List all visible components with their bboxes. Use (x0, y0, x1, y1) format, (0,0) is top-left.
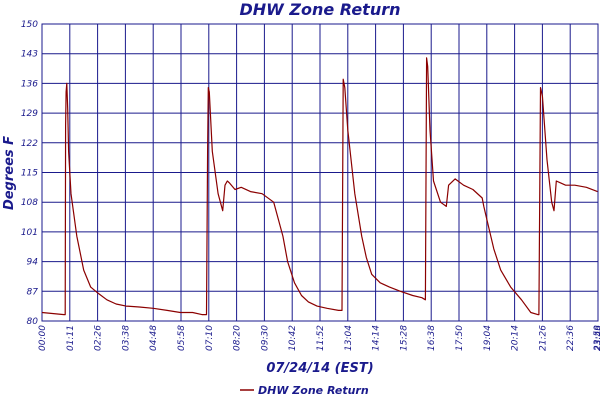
grid-layer (42, 23, 599, 322)
y-tick-label: 94 (27, 258, 39, 268)
x-tick-label: 21:26 (538, 325, 548, 351)
x-tick-label: 17:50 (455, 325, 465, 351)
x-tick-label: 03:38 (121, 325, 131, 351)
x-tick-label: 09:30 (260, 325, 270, 351)
y-tick-label: 136 (21, 79, 38, 89)
legend-entry: DHW Zone Return (258, 384, 369, 397)
x-tick-label: 05:58 (177, 325, 187, 351)
x-tick-label: 11:52 (316, 325, 326, 351)
y-tick-label: 108 (21, 198, 38, 208)
x-tick-label: 16:38 (427, 325, 437, 351)
x-tick-labels: 00:00 01:11 02:26 03:38 04:48 05:58 07:10 08:20… (38, 325, 600, 351)
x-tick-label: 00:00 (38, 325, 48, 351)
chart-title: DHW Zone Return (240, 0, 401, 19)
x-tick-label: 01:11 (66, 325, 76, 351)
x-tick-label: 22:36 (566, 325, 576, 351)
x-tick-label: 20:14 (511, 325, 521, 351)
x-tick-label: 19:04 (483, 325, 493, 351)
y-tick-label: 150 (21, 20, 38, 30)
x-tick-label: 15:28 (399, 325, 409, 351)
x-axis-title: 07/24/14 (EST) (266, 361, 373, 376)
y-tick-label: 143 (21, 50, 38, 60)
y-tick-label: 87 (27, 287, 39, 297)
y-tick-label: 80 (27, 317, 39, 327)
y-tick-label: 115 (21, 169, 38, 179)
y-tick-label: 122 (21, 139, 38, 149)
y-tick-label: 129 (21, 109, 38, 119)
series-line-dhw-zone-return (41, 57, 598, 316)
x-tick-label: 08:20 (233, 325, 243, 351)
x-tick-label: 14:14 (372, 325, 382, 351)
y-axis-title: Degrees F (2, 136, 17, 210)
y-tick-label: 101 (21, 228, 38, 238)
x-tick-label: 02:26 (94, 325, 104, 351)
x-tick-label: 10:42 (288, 325, 298, 351)
x-tick-label: 07:10 (205, 325, 215, 351)
y-tick-labels: 80 87 94 101 108 115 122 129 136 143 150 (21, 20, 38, 327)
x-tick-label: 23:46 (594, 325, 600, 351)
x-tick-label: 04:48 (149, 325, 159, 351)
x-tick-label: 13:04 (344, 325, 354, 351)
x-tick-label: 23:59 (593, 325, 600, 351)
